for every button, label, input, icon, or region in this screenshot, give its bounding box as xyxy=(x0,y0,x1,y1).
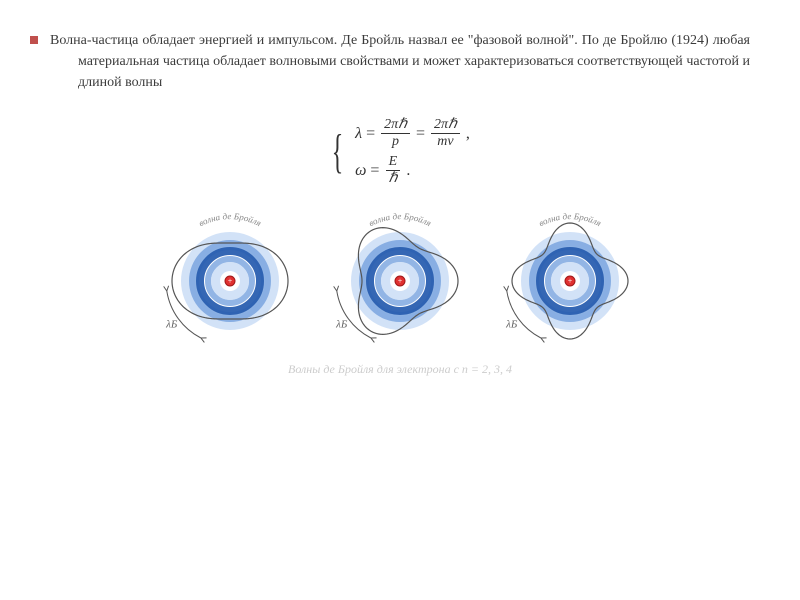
atom-diagram-n3: + волна де Бройля λБ xyxy=(325,206,475,356)
svg-text:+: + xyxy=(398,277,403,286)
frac3-num: E xyxy=(386,155,401,171)
formula-line-2: ω = E ℏ . xyxy=(355,155,414,186)
atom-diagram-n2: + волна де Бройля λБ xyxy=(155,206,305,356)
formula-line-1: λ = 2πℏ p = 2πℏ mv , xyxy=(355,118,474,149)
lambda-label: λБ xyxy=(505,318,518,330)
diagram-caption: Волны де Бройля для электрона с n = 2, 3… xyxy=(50,362,750,377)
wave-label: волна де Бройля xyxy=(537,211,603,228)
wave-label: волна де Бройля xyxy=(197,211,263,228)
diagram-area: + волна де Бройля λБ + волна де Бройля λБ + вол… xyxy=(50,206,750,377)
svg-text:+: + xyxy=(568,277,573,286)
lambda-label: λБ xyxy=(165,318,178,330)
atom-diagram-n4: + волна де Бройля λБ xyxy=(495,206,645,356)
svg-text:+: + xyxy=(228,277,233,286)
frac-1: 2πℏ p xyxy=(381,118,410,149)
frac2-den: mv xyxy=(434,134,456,149)
wave-label: волна де Бройля xyxy=(367,211,433,228)
frac-2: 2πℏ mv xyxy=(431,118,460,149)
omega-sym: ω xyxy=(355,162,366,180)
paragraph: Волна-частица обладает энергией и импуль… xyxy=(50,30,750,93)
lambda-label: λБ xyxy=(335,318,348,330)
frac-3: E ℏ xyxy=(385,155,400,186)
frac1-num: 2πℏ xyxy=(381,118,410,134)
frac2-num: 2πℏ xyxy=(431,118,460,134)
brace: { xyxy=(332,128,344,176)
frac3-den: ℏ xyxy=(385,171,400,186)
bullet-marker xyxy=(30,36,38,44)
frac1-den: p xyxy=(389,134,402,149)
lambda-sym: λ xyxy=(355,125,362,143)
formula-block: { λ = 2πℏ p = 2πℏ mv , ω xyxy=(50,118,750,186)
